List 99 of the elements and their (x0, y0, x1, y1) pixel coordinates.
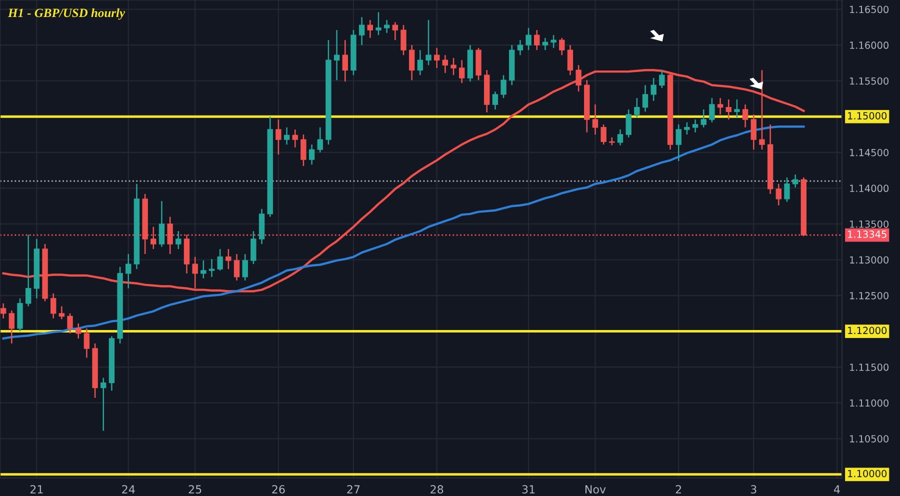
candlestick (308, 144, 315, 166)
candlestick (150, 226, 156, 250)
candlestick (392, 22, 398, 41)
candlestick (242, 253, 248, 282)
y-tick-label: 1.10500 (850, 435, 889, 442)
x-tick-label: 28 (430, 485, 444, 494)
candlestick (659, 70, 665, 89)
candlestick (408, 44, 415, 81)
ref-line-label: 1.13345 (848, 230, 886, 238)
candlestick (742, 104, 748, 128)
candlestick (384, 19, 390, 34)
candlestick (0, 302, 6, 320)
candlestick (567, 44, 574, 76)
candlestick (276, 118, 282, 156)
y-tick-label: 1.13000 (850, 256, 889, 264)
x-tick-label: 26 (272, 485, 285, 494)
y-tick-label: 1.15500 (850, 77, 889, 85)
candlestick (500, 74, 506, 99)
candlestick (400, 24, 406, 56)
candlestick (284, 126, 290, 146)
candlestick (526, 27, 532, 51)
y-tick-label: 1.14500 (850, 148, 889, 156)
candlestick (234, 253, 240, 282)
candlestick (542, 37, 548, 51)
candlestick (67, 312, 73, 334)
candlestick (158, 200, 165, 248)
y-tick-label: 1.16000 (850, 42, 889, 49)
candlestick (292, 128, 298, 148)
candlestick (600, 124, 606, 146)
x-tick-label: 2 (676, 485, 682, 494)
x-tick-label: 21 (30, 485, 43, 494)
x-tick-label: 31 (522, 485, 535, 494)
candlestick (342, 39, 348, 82)
candlestick (208, 258, 215, 278)
candlestick (726, 98, 732, 120)
candlestick (517, 39, 524, 56)
y-tick-label: 1.11500 (850, 364, 889, 371)
ref-line-label: 1.15000 (848, 112, 887, 120)
candlestick (334, 29, 340, 81)
candlestick (300, 134, 306, 167)
candlestick (534, 29, 540, 51)
candlestick (550, 34, 556, 49)
candlestick (250, 230, 256, 265)
candlestick (442, 54, 448, 74)
candlestick (750, 114, 756, 150)
x-tick-label: 3 (750, 485, 756, 494)
candlestick (459, 59, 465, 84)
candlestick (676, 124, 682, 162)
x-tick-label: 25 (188, 485, 202, 494)
candlestick (192, 256, 198, 289)
candlestick (176, 230, 182, 250)
candlestick (76, 322, 82, 340)
y-tick-label: 1.12500 (850, 292, 889, 300)
candlestick (167, 216, 173, 255)
candlestick (367, 19, 373, 39)
candlestick (492, 90, 498, 110)
ref-line-label: 1.10000 (848, 470, 887, 478)
candlestick (650, 77, 656, 102)
candlestick (734, 98, 740, 118)
candlestick (58, 306, 65, 320)
candlestick (84, 328, 90, 358)
x-tick-label: 24 (122, 485, 135, 494)
candlestick (709, 97, 715, 123)
y-tick-label: 1.16500 (850, 6, 889, 14)
candlestick (717, 97, 724, 116)
candlestick (317, 126, 323, 154)
y-tick-label: 1.13500 (850, 220, 889, 228)
candlestick (8, 310, 15, 344)
candlestick (200, 260, 206, 279)
candlestick (617, 128, 624, 146)
y-tick-label: 1.11000 (850, 399, 889, 407)
candlestick (626, 108, 632, 138)
candlestick (376, 12, 382, 36)
candlestick (642, 84, 648, 112)
candlestick (417, 49, 424, 76)
text: H1 - GBP/USD hourly (8, 8, 126, 20)
candlestick (434, 47, 440, 69)
candlestick (692, 118, 698, 134)
candlestick (25, 234, 32, 307)
candlestick (592, 104, 598, 136)
candlestick (559, 37, 565, 56)
candlestick (450, 57, 456, 76)
candlestick (100, 377, 106, 432)
x-tick-label: 27 (347, 485, 360, 494)
candlestick (358, 16, 365, 46)
candlestick (50, 292, 56, 320)
candlestick (784, 176, 790, 202)
candlestick (126, 253, 132, 289)
candlestick (426, 19, 432, 66)
candlestick (684, 122, 690, 136)
x-tick-label: 4 (834, 485, 840, 494)
candlestick (634, 97, 640, 118)
candlestick (217, 248, 223, 272)
y-tick-label: 1.14000 (850, 184, 889, 192)
candlestick (700, 108, 706, 128)
ref-line-label: 1.12000 (848, 326, 887, 334)
x-tick-label: Nov (585, 485, 606, 494)
candlestick (776, 183, 782, 206)
candlestick (226, 248, 232, 270)
